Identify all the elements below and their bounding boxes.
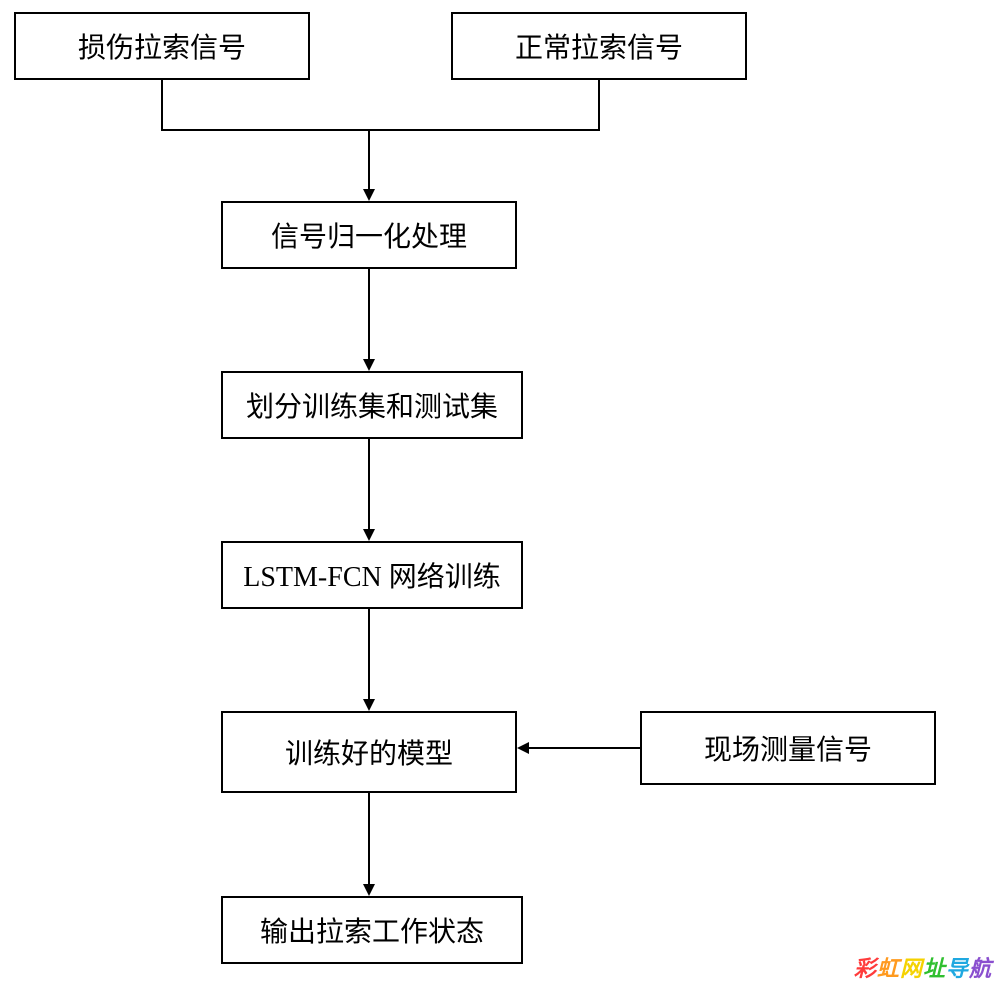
node-trained-model: 训练好的模型 [221, 711, 517, 793]
node-label: 输出拉索工作状态 [260, 910, 484, 950]
flowchart-edges [0, 0, 1000, 989]
node-label: 训练好的模型 [285, 732, 453, 772]
node-label: 损伤拉索信号 [78, 26, 246, 66]
node-output-status: 输出拉索工作状态 [221, 896, 523, 964]
node-normal-signal: 正常拉索信号 [451, 12, 747, 80]
node-label: 划分训练集和测试集 [246, 385, 498, 425]
node-label: 信号归一化处理 [271, 215, 467, 255]
node-label: 现场测量信号 [704, 728, 872, 768]
node-field-signal: 现场测量信号 [640, 711, 936, 785]
node-damaged-signal: 损伤拉索信号 [14, 12, 310, 80]
node-lstm-fcn-train: LSTM-FCN 网络训练 [221, 541, 523, 609]
node-split-dataset: 划分训练集和测试集 [221, 371, 523, 439]
node-label: 正常拉索信号 [515, 26, 683, 66]
node-label: LSTM-FCN 网络训练 [243, 555, 500, 595]
node-normalization: 信号归一化处理 [221, 201, 517, 269]
watermark: 彩虹网址导航 [854, 951, 992, 983]
